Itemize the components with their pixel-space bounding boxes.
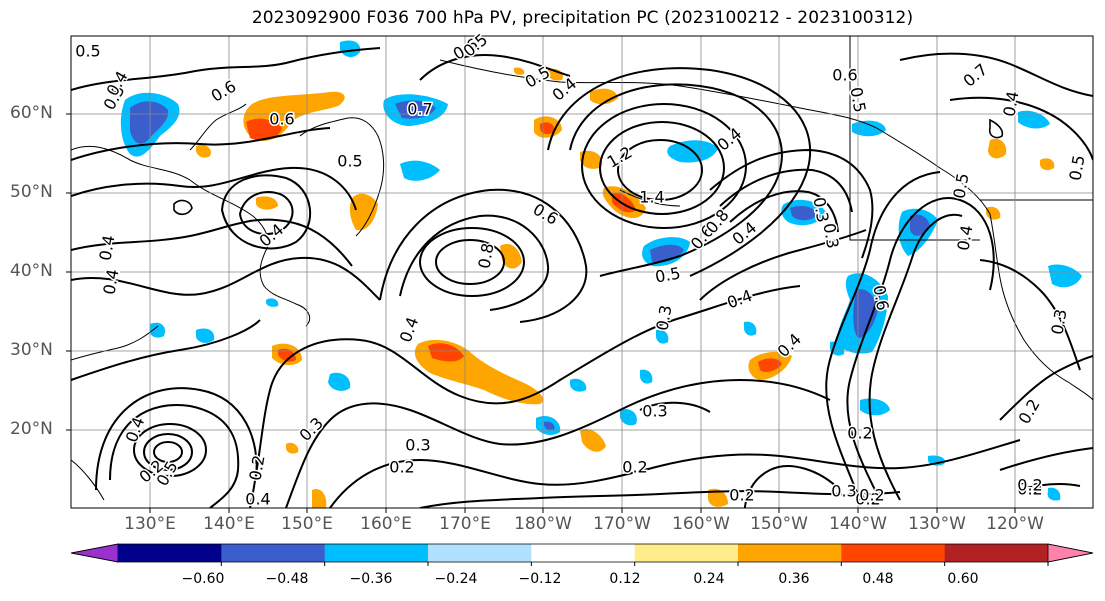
colorbar-extend-max bbox=[1047, 543, 1094, 563]
colorbar-extend-min bbox=[70, 543, 119, 563]
lon-label-150w: 150°W bbox=[750, 514, 808, 534]
contour-label: 0.6 bbox=[832, 66, 857, 85]
lon-label-130w: 130°W bbox=[908, 514, 966, 534]
gridlines bbox=[71, 36, 1093, 508]
contour-label: 0.5 bbox=[949, 172, 972, 200]
colorbar bbox=[70, 543, 1094, 566]
lon-label-180w: 180°W bbox=[514, 514, 572, 534]
contour-label: 1.4 bbox=[639, 188, 664, 207]
lon-label-140w: 140°W bbox=[829, 514, 887, 534]
lat-label-30n: 30°N bbox=[10, 340, 53, 360]
lon-label-160e: 160°E bbox=[360, 514, 412, 534]
contour-label: 0.2 bbox=[1017, 480, 1042, 499]
lon-label-170w: 170°W bbox=[593, 514, 651, 534]
colorbar-swatch bbox=[221, 544, 326, 562]
colorbar-tick: 0.48 bbox=[862, 571, 894, 587]
colorbar-tick: −0.24 bbox=[434, 571, 478, 587]
contour-label: 0.4 bbox=[245, 490, 270, 509]
contour-label: 0.3 bbox=[809, 196, 832, 224]
colorbar-swatch bbox=[841, 544, 946, 562]
lon-label-150e: 150°E bbox=[281, 514, 333, 534]
colorbar-tick: −0.36 bbox=[349, 571, 393, 587]
contour-label: 0.8 bbox=[474, 242, 497, 270]
colorbar-tick: −0.60 bbox=[181, 571, 225, 587]
lat-label-40n: 40°N bbox=[10, 261, 53, 281]
colorbar-swatch bbox=[738, 544, 842, 562]
lon-label-170e: 170°E bbox=[439, 514, 491, 534]
contour-label: 0.4 bbox=[95, 234, 118, 262]
axis-ticks bbox=[66, 113, 1016, 513]
colorbar-tick: 0.24 bbox=[693, 571, 725, 587]
colorbar-tick: −0.12 bbox=[518, 571, 562, 587]
colorbar-tick: 0.12 bbox=[609, 571, 641, 587]
colorbar-tick: −0.48 bbox=[265, 571, 309, 587]
lat-label-50n: 50°N bbox=[10, 182, 53, 202]
colorbar-tick: 0.60 bbox=[947, 571, 979, 587]
colorbar-swatch bbox=[324, 544, 429, 562]
colorbar-outline bbox=[70, 543, 1094, 563]
contour-labels: 0.50.50.40.40.60.60.60.50.40.70.50.40.40… bbox=[74, 28, 1090, 510]
colorbar-swatch bbox=[428, 544, 532, 562]
map-title: 2023092900 F036 700 hPa PV, precipitatio… bbox=[251, 8, 914, 28]
contour-label: 0.2 bbox=[622, 458, 647, 477]
contour-label: 0.2 bbox=[847, 424, 872, 443]
contour-label: 0.5 bbox=[75, 42, 100, 61]
contour-label: 0.2 bbox=[859, 486, 884, 505]
contour-label: 0.7 bbox=[407, 100, 432, 119]
contour-label: 0.5 bbox=[337, 152, 362, 171]
colorbar-swatch bbox=[531, 544, 636, 562]
lon-label-140e: 140°E bbox=[203, 514, 255, 534]
contour-label: 0.2 bbox=[729, 486, 754, 505]
contour-label: 0.5 bbox=[846, 86, 869, 114]
lat-label-60n: 60°N bbox=[10, 103, 53, 123]
lon-label-120w: 120°W bbox=[986, 514, 1044, 534]
lon-label-130e: 130°E bbox=[124, 514, 176, 534]
contour-label: 0.3 bbox=[405, 436, 430, 455]
contour-label: 0.3 bbox=[831, 482, 856, 501]
contour-label: 0.6 bbox=[869, 284, 892, 312]
lon-label-160w: 160°W bbox=[672, 514, 730, 534]
contour-label: 0.6 bbox=[269, 110, 294, 129]
lat-label-20n: 20°N bbox=[10, 419, 53, 439]
colorbar-swatch bbox=[118, 544, 222, 562]
colorbar-swatch bbox=[944, 544, 1049, 562]
pv-contours bbox=[71, 47, 1093, 508]
colorbar-swatch bbox=[634, 544, 739, 562]
contour-label: 0.2 bbox=[1017, 476, 1042, 495]
colorbar-tick: 0.36 bbox=[778, 571, 810, 587]
contour-label: 0.2 bbox=[389, 458, 414, 477]
contour-label: 0.3 bbox=[642, 402, 667, 421]
contour-label: 0.2 bbox=[855, 490, 880, 509]
